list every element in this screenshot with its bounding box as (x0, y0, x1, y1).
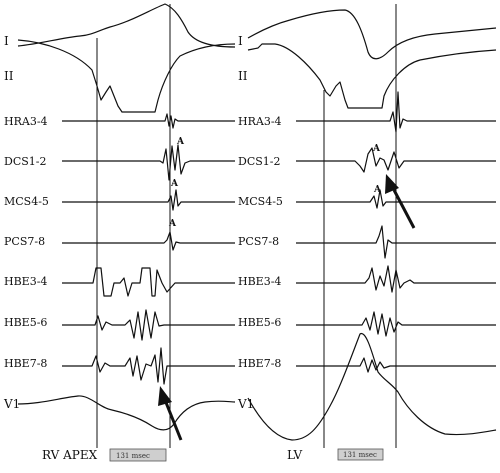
trace-hra (296, 91, 496, 133)
trace-lead-i (247, 9, 497, 60)
atrial-marker: A (372, 144, 381, 154)
trace-mcs (62, 189, 235, 211)
channel-label-II: II (238, 69, 248, 83)
channel-label-hra: HRA3-4 (238, 115, 282, 128)
trace-hbe34 (296, 265, 496, 293)
channel-label-hbe78: HBE7-8 (238, 357, 281, 370)
channel-label-I: I (238, 34, 243, 48)
trace-hbe78 (62, 347, 235, 385)
channel-label-hbe56: HBE5-6 (4, 316, 47, 329)
channel-label-v1: V1 (3, 397, 20, 411)
channel-label-II: II (4, 69, 14, 83)
trace-mcs (296, 189, 496, 209)
trace-hbe56 (62, 309, 235, 341)
trace-hra (62, 113, 235, 129)
atrial-marker: A (373, 185, 382, 195)
trace-v1 (247, 333, 497, 441)
atrial-marker: A (176, 137, 185, 147)
channel-label-pcs: PCS7-8 (4, 235, 45, 248)
trace-pcs (62, 231, 235, 251)
channel-label-mcs: MCS4-5 (238, 195, 283, 208)
trace-hbe56 (296, 311, 496, 337)
trace-v1 (17, 395, 236, 431)
panel-lv: I II HRA3-4 DCS1-2 MCS4-5 PCS7-8 HBE3-4 … (237, 4, 497, 462)
channel-label-hbe34: HBE3-4 (4, 275, 47, 288)
channel-label-hra: HRA3-4 (4, 115, 48, 128)
channel-label-dcs: DCS1-2 (4, 155, 47, 168)
channel-label-pcs: PCS7-8 (238, 235, 279, 248)
trace-dcs (296, 147, 496, 173)
trace-lead-i (17, 3, 236, 48)
atrial-marker: A (170, 179, 179, 189)
atrial-marker: A (168, 219, 177, 229)
trace-dcs (62, 144, 235, 181)
scale-bar-label: 131 msec (343, 451, 377, 459)
scale-bar (109, 448, 167, 462)
channel-label-dcs: DCS1-2 (238, 155, 281, 168)
scale-bar (337, 448, 384, 461)
trace-pcs (296, 225, 496, 259)
arrow-icon (158, 386, 183, 441)
panel-caption: LV (287, 448, 303, 462)
channel-label-I: I (4, 34, 9, 48)
trace-hbe34 (62, 267, 235, 297)
channel-label-hbe34: HBE3-4 (238, 275, 281, 288)
channel-label-mcs: MCS4-5 (4, 195, 49, 208)
arrow-icon (385, 174, 416, 229)
panel-rv-apex: I II HRA3-4 DCS1-2 MCS4-5 PCS7-8 HBE3-4 … (3, 3, 236, 462)
channel-label-hbe78: HBE7-8 (4, 357, 47, 370)
trace-lead-ii (247, 43, 497, 109)
channel-label-hbe56: HBE5-6 (238, 316, 281, 329)
scale-bar-label: 131 msec (116, 452, 150, 460)
trace-hbe78 (296, 357, 496, 373)
panel-caption: RV APEX (42, 448, 98, 462)
trace-lead-ii (17, 39, 236, 113)
